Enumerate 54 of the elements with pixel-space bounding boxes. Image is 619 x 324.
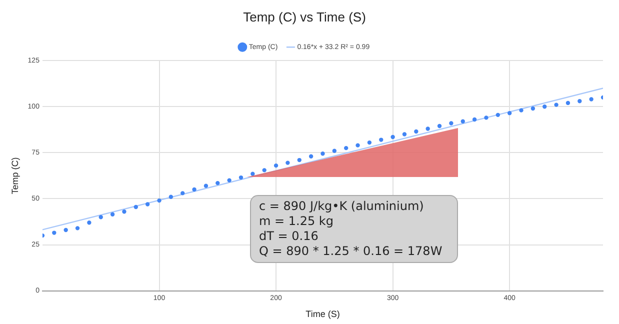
point [507, 110, 512, 116]
point [472, 117, 477, 122]
point [52, 230, 56, 235]
point [402, 132, 407, 136]
point [75, 226, 80, 230]
point [390, 134, 395, 140]
x-axis-title: Time (S) [306, 309, 340, 320]
point [332, 148, 337, 153]
point [460, 119, 465, 124]
point [286, 160, 290, 165]
point [530, 106, 536, 111]
annotation: c = 890 J/kg•K (aluminium) [259, 199, 425, 214]
point [496, 112, 500, 118]
point [449, 121, 454, 126]
point [274, 163, 278, 168]
annotation: dT = 0.16 [259, 229, 320, 244]
point [227, 178, 232, 182]
point [262, 168, 266, 172]
point [157, 198, 162, 203]
point [87, 220, 92, 225]
annotation: Q = 890 * 1.25 * 0.16 = 178W [259, 244, 444, 259]
y-axis-title: Temp (C) [10, 157, 20, 194]
point [122, 210, 126, 214]
chart-title: Temp (C) vs Time (S) [243, 9, 366, 24]
annotation: m = 1.25 kg [259, 214, 334, 229]
point [297, 158, 302, 162]
point [379, 138, 384, 142]
point [484, 116, 488, 120]
point [542, 104, 547, 109]
point [110, 212, 115, 216]
point [437, 124, 442, 128]
point [216, 180, 220, 186]
point [414, 129, 418, 134]
point [320, 152, 325, 156]
point [589, 97, 594, 102]
point [238, 175, 244, 180]
point [168, 194, 174, 199]
point [566, 100, 570, 106]
point [180, 191, 185, 196]
point [145, 202, 150, 206]
point [554, 102, 558, 107]
point [519, 108, 524, 112]
point [204, 184, 208, 188]
point [98, 215, 103, 220]
point [344, 146, 348, 150]
point [64, 228, 68, 232]
point [308, 154, 314, 158]
point [367, 140, 372, 145]
point [134, 204, 138, 210]
point [356, 143, 360, 148]
point [192, 187, 196, 192]
point [426, 126, 430, 131]
point [578, 99, 582, 104]
point [250, 172, 255, 176]
